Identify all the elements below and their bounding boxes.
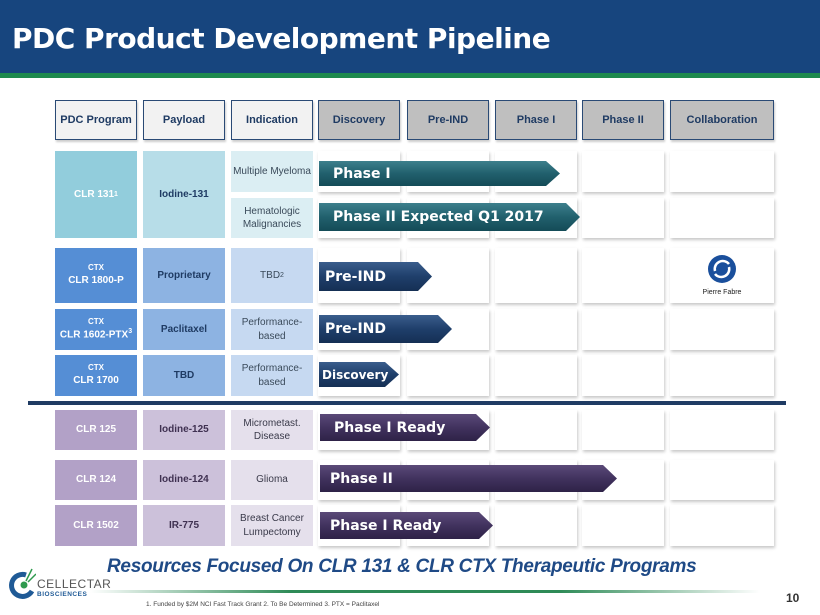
stage-grid-cell	[495, 505, 577, 546]
logo-name: CELLECTAR	[37, 577, 112, 591]
program-name: CLR 1700	[73, 375, 119, 387]
stage-grid-cell	[582, 151, 664, 192]
stage-grid-cell	[495, 248, 577, 303]
stage-grid-cell	[670, 410, 774, 450]
stage-grid-cell	[670, 355, 774, 396]
stage-grid-cell	[582, 355, 664, 396]
stage-grid-cell	[670, 505, 774, 546]
page-number: 10	[786, 591, 800, 605]
footnotes: 1. Funded by $2M NCI Fast Track Grant 2.…	[146, 601, 380, 608]
stage-grid-cell	[670, 151, 774, 192]
stage-grid-cell	[495, 410, 577, 450]
header-phase-1: Phase I	[495, 100, 577, 140]
indication-clr125: Micrometast. Disease	[231, 410, 313, 450]
payload-clr1700: TBD	[143, 355, 225, 396]
indication-clr1602: Performance-based	[231, 309, 313, 350]
program-name: CLR 1602-PTX	[59, 329, 129, 341]
stage-arrow-clr1800: Pre-IND	[319, 262, 432, 291]
program-name: CLR 1800-P	[68, 275, 124, 287]
payload-clr1800: Proprietary	[143, 248, 225, 303]
footnote-ref: 1	[114, 190, 118, 198]
pierre-fabre-emblem-icon	[708, 255, 736, 283]
cellectar-logo: CELLECTAR BIOSCIENCES	[8, 565, 111, 610]
footer-bar	[90, 590, 760, 593]
section-divider	[28, 401, 786, 405]
stage-arrow-clr124: Phase II	[320, 465, 617, 492]
payload-clr131: Iodine-131	[143, 151, 225, 238]
stage-arrow-clr1502: Phase I Ready	[320, 512, 493, 539]
stage-arrow-clr131-mm: Phase I	[319, 161, 560, 186]
stage-grid-cell	[582, 309, 664, 350]
stage-arrow-clr125: Phase I Ready	[320, 414, 490, 441]
stage-grid-cell	[495, 309, 577, 350]
program-prefix: CTX	[88, 263, 104, 273]
stage-grid-cell	[670, 198, 774, 238]
indication-clr1800: TBD 2	[231, 248, 313, 303]
header-indication: Indication	[231, 100, 313, 140]
stage-grid-cell	[407, 355, 489, 396]
collaborator-name: Pierre Fabre	[702, 289, 742, 296]
header-collaboration: Collaboration	[670, 100, 774, 140]
program-clr131: CLR 131 1	[55, 151, 137, 238]
stage-arrow-clr1602: Pre-IND	[319, 315, 452, 343]
payload-clr1502: IR-775	[143, 505, 225, 546]
title-underline	[0, 73, 820, 78]
indication-clr1700: Performance-based	[231, 355, 313, 396]
tagline: Resources Focused On CLR 131 & CLR CTX T…	[107, 556, 697, 577]
cellectar-emblem-icon	[9, 568, 36, 599]
header-discovery: Discovery	[318, 100, 400, 140]
program-clr124: CLR 124	[55, 460, 137, 500]
indication-clr124: Glioma	[231, 460, 313, 500]
stage-arrow-clr131-heme: Phase II Expected Q1 2017	[319, 203, 580, 231]
stage-grid-cell	[582, 505, 664, 546]
stage-grid-cell	[582, 248, 664, 303]
stage-grid-cell	[670, 309, 774, 350]
header-phase-2: Phase II	[582, 100, 664, 140]
program-clr1502: CLR 1502	[55, 505, 137, 546]
payload-clr124: Iodine-124	[143, 460, 225, 500]
payload-clr1602: Paclitaxel	[143, 309, 225, 350]
pierre-fabre-logo: Pierre Fabre	[670, 250, 774, 303]
stage-arrow-clr1700: Discovery	[319, 362, 399, 387]
footnote-ref: 3	[128, 328, 133, 336]
title-bar	[0, 0, 820, 73]
stage-grid-cell	[582, 410, 664, 450]
header-payload: Payload	[143, 100, 225, 140]
program-clr1700: CTX CLR 1700	[55, 355, 137, 396]
program-name: CLR 131	[74, 188, 115, 200]
stage-grid-cell	[670, 460, 774, 500]
program-prefix: CTX	[88, 316, 104, 326]
indication-hematologic: Hematologic Malignancies	[231, 198, 313, 238]
header-pre-ind: Pre-IND	[407, 100, 489, 140]
page-title: PDC Product Development Pipeline	[12, 22, 551, 55]
program-prefix: CTX	[88, 363, 104, 373]
stage-grid-cell	[495, 355, 577, 396]
program-clr1602: CTX CLR 1602-PTX3	[55, 309, 137, 350]
indication-text: TBD	[260, 269, 281, 281]
logo-subtitle: BIOSCIENCES	[37, 591, 88, 598]
program-clr1800: CTX CLR 1800-P	[55, 248, 137, 303]
payload-clr125: Iodine-125	[143, 410, 225, 450]
program-clr125: CLR 125	[55, 410, 137, 450]
header-pdc-program: PDC Program	[55, 100, 137, 140]
indication-clr1502: Breast Cancer Lumpectomy	[231, 505, 313, 546]
footnote-ref: 2	[280, 271, 284, 279]
stage-grid-cell	[582, 198, 664, 238]
indication-multiple-myeloma: Multiple Myeloma	[231, 151, 313, 192]
